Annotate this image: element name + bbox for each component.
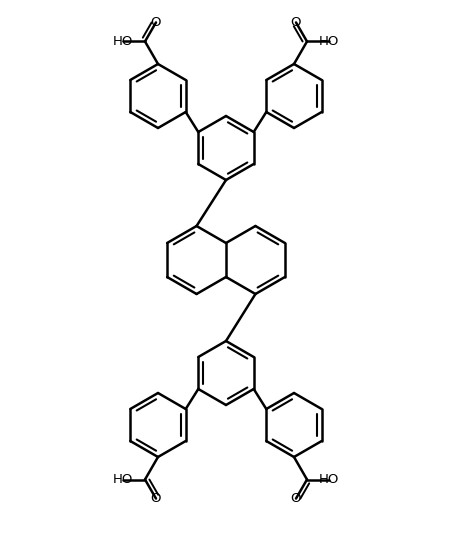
Text: HO: HO (318, 35, 338, 48)
Text: HO: HO (113, 35, 133, 48)
Text: O: O (151, 16, 161, 29)
Text: O: O (151, 492, 161, 505)
Text: HO: HO (318, 473, 338, 486)
Text: O: O (290, 492, 300, 505)
Text: O: O (290, 16, 300, 29)
Text: HO: HO (113, 473, 133, 486)
